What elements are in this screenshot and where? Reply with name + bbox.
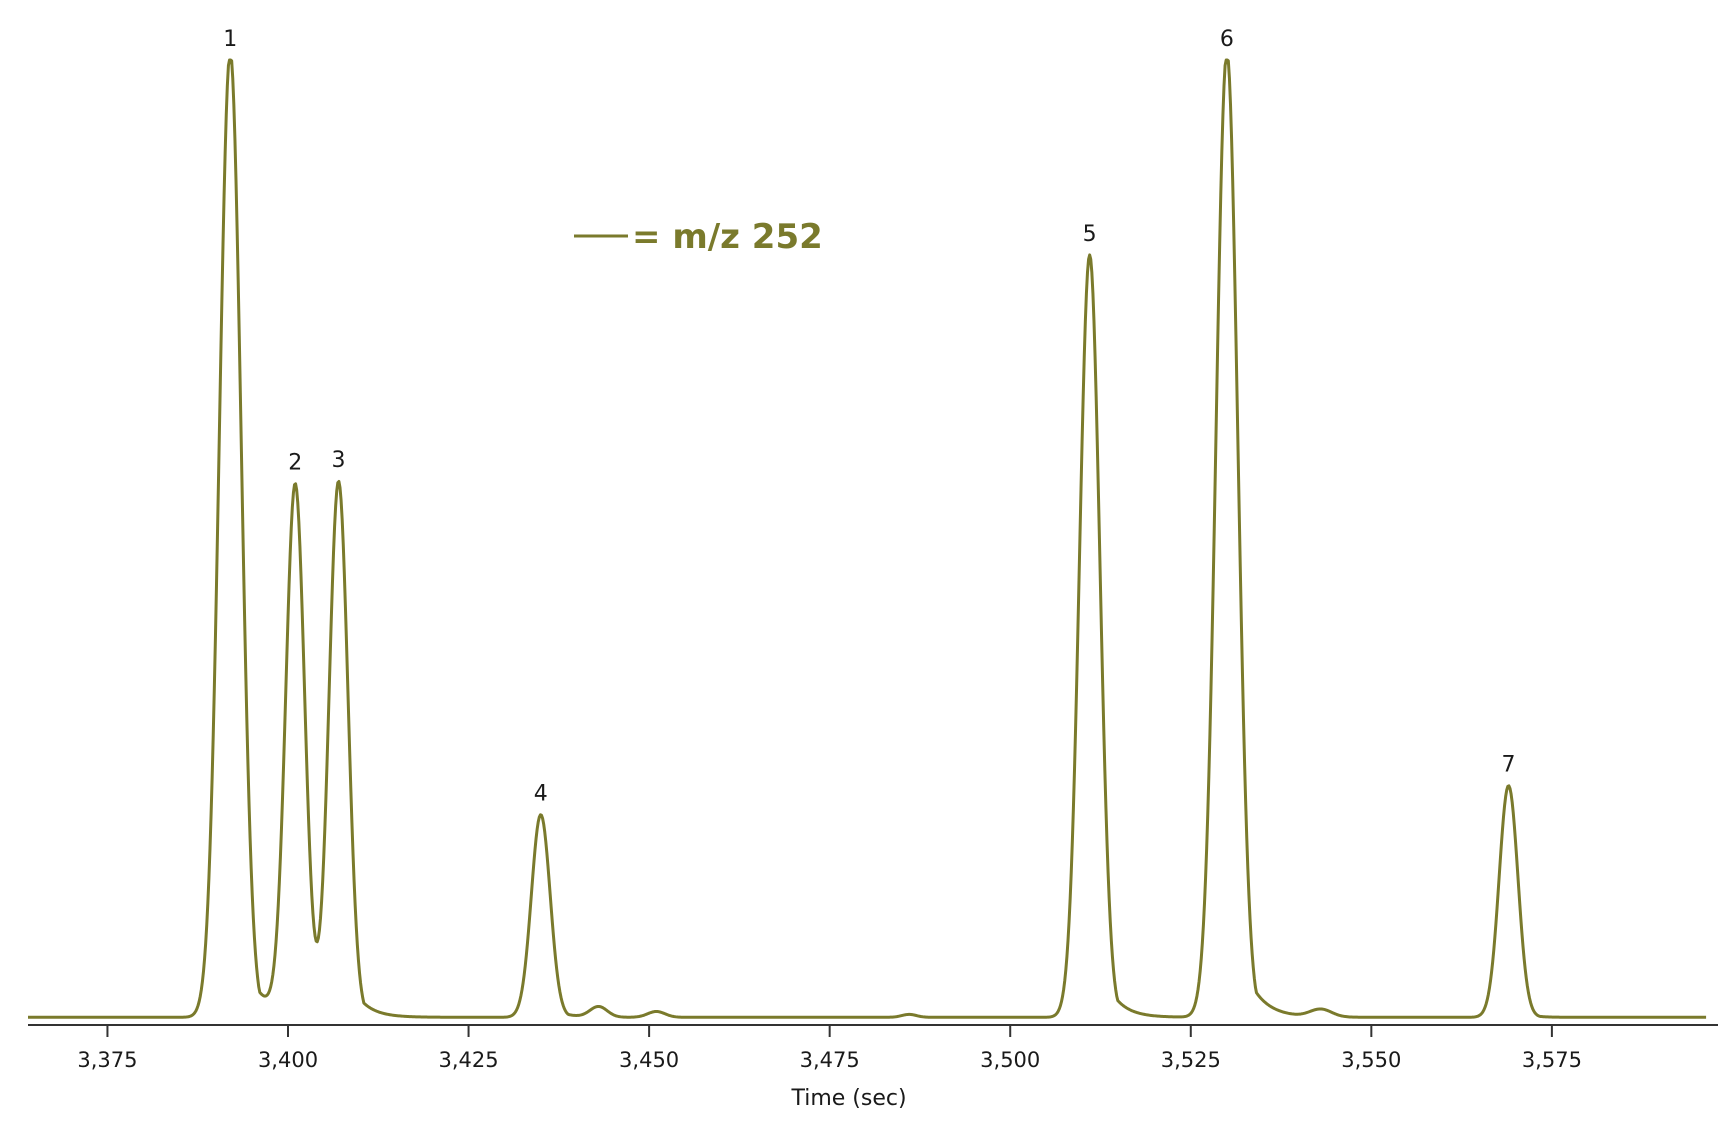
peak-label-6: 6 [1220, 27, 1234, 52]
series-line-mz-252 [27, 58, 1707, 1019]
x-tick-label: 3,450 [619, 1048, 679, 1072]
peak-labels: 1 2 3 4 5 6 7 [223, 27, 1515, 807]
series-layer [27, 58, 1707, 1019]
x-tick-label: 3,575 [1522, 1048, 1582, 1072]
x-axis-ticks: 3,375 3,400 3,425 3,450 3,475 3,500 3,525 3,550… [77, 1025, 1582, 1072]
peak-label-2: 2 [288, 450, 302, 475]
x-tick-label: 3,550 [1341, 1048, 1401, 1072]
peak-label-4: 4 [534, 782, 548, 807]
legend: = m/z 252 [574, 217, 823, 257]
peak-label-1: 1 [223, 27, 237, 52]
peak-label-7: 7 [1502, 753, 1516, 778]
peak-label-3: 3 [332, 448, 346, 473]
x-tick-label: 3,525 [1161, 1048, 1221, 1072]
x-tick-label: 3,425 [438, 1048, 498, 1072]
x-tick-label: 3,500 [980, 1048, 1040, 1072]
legend-label: = m/z 252 [632, 217, 823, 257]
x-tick-label: 3,400 [258, 1048, 318, 1072]
x-axis-title: Time (sec) [790, 1086, 906, 1111]
peak-label-5: 5 [1083, 222, 1097, 247]
x-tick-label: 3,375 [77, 1048, 137, 1072]
x-axis: 3,375 3,400 3,425 3,450 3,475 3,500 3,525 3,550… [28, 1024, 1718, 1111]
x-tick-label: 3,475 [800, 1048, 860, 1072]
